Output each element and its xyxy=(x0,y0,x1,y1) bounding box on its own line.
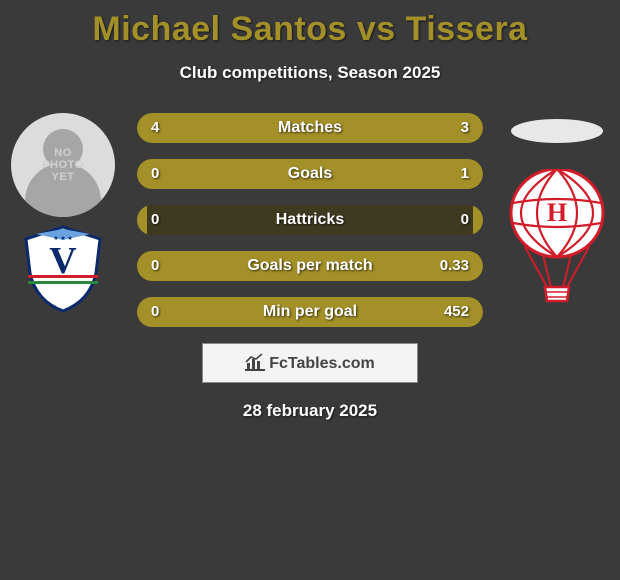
page-title: Michael Santos vs Tissera xyxy=(0,0,620,49)
stat-row: 0Hattricks0 xyxy=(137,205,483,235)
right-player-avatar xyxy=(511,119,603,143)
chart-icon xyxy=(245,353,265,371)
left-player-column: NOPHOTOYET V ★ ★ ★ xyxy=(8,113,118,313)
stat-row: 0Goals1 xyxy=(137,159,483,189)
left-player-avatar: NOPHOTOYET xyxy=(11,113,115,217)
stat-row: 0Goals per match0.33 xyxy=(137,251,483,281)
stat-value-right: 0.33 xyxy=(440,251,469,281)
watermark-badge: FcTables.com xyxy=(202,343,418,383)
velez-shield-icon: V ★ ★ ★ xyxy=(18,223,108,313)
no-photo-label: NOPHOTOYET xyxy=(11,147,115,183)
stat-label: Goals per match xyxy=(137,251,483,281)
stat-value-right: 452 xyxy=(444,297,469,327)
stat-row: 0Min per goal452 xyxy=(137,297,483,327)
watermark-text: FcTables.com xyxy=(269,355,375,372)
right-player-column: H xyxy=(502,113,612,303)
huracan-balloon-icon: H xyxy=(507,169,607,303)
stat-row: 4Matches3 xyxy=(137,113,483,143)
date-line: 28 february 2025 xyxy=(0,401,620,421)
stat-label: Hattricks xyxy=(137,205,483,235)
stat-value-right: 3 xyxy=(461,113,469,143)
stat-label: Matches xyxy=(137,113,483,143)
page-subtitle: Club competitions, Season 2025 xyxy=(0,63,620,83)
svg-text:V: V xyxy=(49,240,77,282)
comparison-area: NOPHOTOYET V ★ ★ ★ H xyxy=(0,113,620,421)
svg-text:H: H xyxy=(547,198,567,227)
right-club-badge: H xyxy=(507,169,607,303)
stat-label: Goals xyxy=(137,159,483,189)
stats-table: 4Matches30Goals10Hattricks00Goals per ma… xyxy=(137,113,483,327)
stat-value-right: 0 xyxy=(461,205,469,235)
svg-text:★ ★ ★: ★ ★ ★ xyxy=(53,235,72,242)
stat-value-right: 1 xyxy=(461,159,469,189)
left-club-badge: V ★ ★ ★ xyxy=(18,223,108,313)
stat-label: Min per goal xyxy=(137,297,483,327)
